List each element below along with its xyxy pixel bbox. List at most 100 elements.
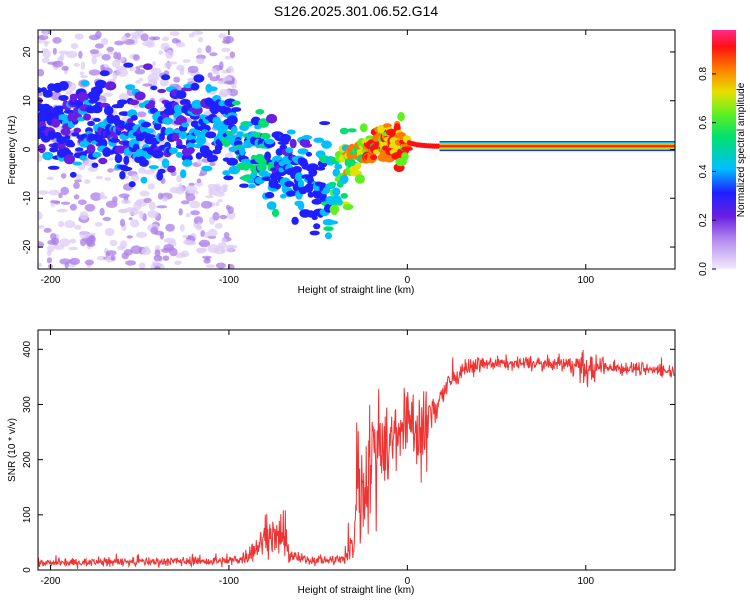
spectrogram-cell: [297, 201, 305, 211]
spectrogram-cell: [401, 146, 413, 152]
spectrogram-speckle: [215, 201, 220, 207]
spectrogram-speckle: [207, 228, 218, 237]
spectrogram-speckle: [124, 207, 137, 212]
x-tick-label: -100: [219, 275, 239, 286]
spectrogram-speckle: [205, 256, 210, 261]
spectrogram-cell: [42, 151, 54, 161]
x-tick-label: -100: [219, 576, 239, 587]
spectrogram-cell: [226, 157, 239, 166]
spectrogram-cell: [339, 174, 349, 184]
spectrogram-speckle: [218, 33, 226, 39]
spectrogram-speckle: [188, 182, 195, 187]
spectrogram-cell: [173, 129, 182, 134]
spectrogram-speckle: [59, 238, 71, 247]
spectrogram-cell: [122, 140, 130, 146]
spectrogram-speckle: [154, 249, 161, 257]
spectrogram-speckle: [225, 244, 235, 253]
spectrogram-speckle: [135, 66, 141, 70]
colorbar-tick-label: 0.8: [698, 67, 709, 81]
spectrogram-speckle: [178, 182, 183, 192]
spectrogram-speckle: [80, 75, 88, 79]
spectrogram-cell: [179, 99, 191, 105]
spectrogram-speckle: [113, 51, 119, 60]
spectrogram-cell: [42, 89, 53, 97]
spectrogram-speckle: [99, 207, 105, 216]
spectrogram-speckle: [89, 49, 100, 55]
spectrogram-speckle: [78, 50, 83, 59]
spectrogram-speckle: [119, 208, 127, 213]
spectrogram-speckle: [150, 226, 159, 235]
spectrogram-speckle: [94, 43, 104, 49]
spectrogram-speckle: [185, 212, 191, 218]
y-tick-label: 0: [22, 567, 33, 573]
spectrogram-cell: [117, 99, 128, 105]
spectrogram-speckle: [196, 57, 205, 65]
spectrogram-speckle: [42, 49, 51, 59]
spectrogram-cell: [60, 128, 71, 136]
spectrogram-cell: [328, 156, 336, 163]
spectrogram-cell: [128, 181, 136, 188]
spectrogram-cell: [129, 99, 140, 106]
spectrogram-speckle: [134, 68, 146, 75]
spectrogram-speckle: [130, 245, 143, 255]
spectrogram-cell: [156, 171, 164, 181]
spectrogram-cell: [80, 80, 90, 87]
spectrogram-speckle: [104, 228, 115, 236]
spectrogram-cell: [51, 117, 61, 128]
spectrogram-cell: [86, 144, 96, 154]
spectrogram-speckle: [46, 250, 52, 256]
spectrogram-cell: [98, 138, 108, 149]
snr-panel: -200 -100 0 100 0 100 200 300 400 Height of str…: [7, 329, 676, 596]
spectrogram-speckle: [209, 52, 218, 57]
spectrogram-cell: [266, 113, 278, 124]
spectrogram-speckle: [219, 88, 231, 96]
spectrogram-speckle: [110, 255, 116, 261]
spectrogram-x-ticks: -200 -100 0 100: [40, 30, 595, 286]
spectrogram-speckle: [197, 47, 202, 54]
colorbar-ticks: 0.0 0.2 0.4 0.6 0.8: [698, 67, 716, 276]
spectrogram-cell: [63, 154, 75, 165]
spectrogram-carrier-band: [439, 145, 675, 147]
spectrogram-cell: [94, 79, 107, 89]
spectrogram-speckle: [46, 176, 54, 181]
spectrogram-cell: [240, 158, 252, 164]
spectrogram-cell: [120, 166, 133, 172]
spectrogram-speckle: [176, 175, 183, 183]
spectrogram-cell: [207, 154, 218, 162]
spectrogram-cell: [311, 198, 322, 205]
spectrogram-speckle: [141, 247, 152, 255]
spectrogram-speckle: [200, 200, 213, 209]
x-tick-label: -200: [40, 275, 60, 286]
spectrogram-speckle: [76, 173, 82, 180]
spectrogram-cell: [307, 163, 319, 172]
spectrogram-speckle: [112, 59, 121, 68]
spectrogram-speckle: [152, 36, 161, 41]
spectrogram-speckle: [207, 244, 220, 254]
spectrogram-cell: [239, 145, 246, 156]
spectrogram-cell: [231, 100, 241, 106]
spectrogram-cell: [168, 147, 178, 154]
spectrogram-speckle: [107, 51, 114, 55]
colorbar-tick-label: 0.6: [698, 115, 709, 129]
spectrogram-cell: [161, 74, 171, 81]
spectrogram-speckle: [101, 38, 109, 45]
spectrogram-speckle: [135, 231, 148, 238]
spectrogram-speckle: [229, 51, 236, 59]
spectrogram-speckle: [217, 199, 223, 203]
spectrogram-cell: [313, 137, 325, 143]
spectrogram-cell: [342, 203, 354, 211]
spectrogram-cell: [264, 138, 275, 145]
spectrogram-speckle: [84, 203, 96, 212]
spectrogram-cell: [175, 144, 187, 149]
y-tick-label: 20: [22, 46, 33, 58]
spectrogram-speckle: [231, 84, 237, 89]
spectrogram-cell: [377, 124, 386, 134]
spectrogram-cell: [104, 81, 117, 91]
spectrogram-speckle: [43, 40, 50, 45]
spectrogram-cell: [230, 126, 238, 134]
spectrogram-speckle: [139, 190, 150, 197]
spectrogram-speckle: [180, 250, 190, 258]
spectrogram-speckle: [91, 55, 97, 65]
